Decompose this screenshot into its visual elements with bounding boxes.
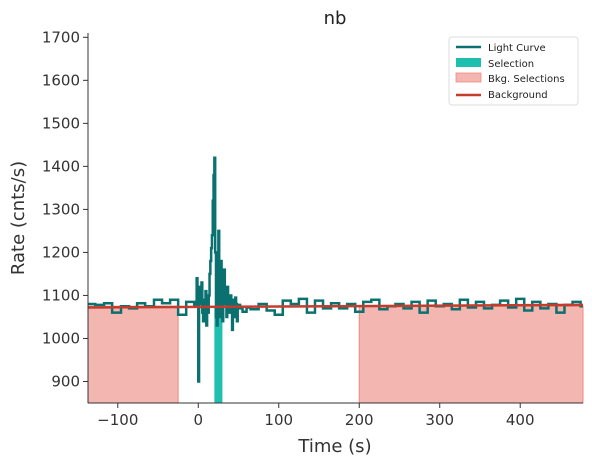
y-tick-label: 1400 [42,157,80,175]
selection-layer [214,306,223,403]
selection-region [214,306,223,403]
y-tick-label: 1700 [42,28,80,46]
y-axis-label: Rate (cnts/s) [8,161,29,275]
legend-selection-swatch [456,58,481,67]
y-tick-label: 1600 [42,71,80,89]
y-tick-label: 1300 [42,200,80,218]
legend-frame [448,36,579,106]
x-tick-label: 0 [193,411,203,429]
legend-background-label: Background [488,90,548,101]
background-line [87,303,584,309]
legend-bkg-selections-label: Bkg. Selections [488,74,565,85]
series-layer [87,156,584,383]
x-tick-label: 200 [345,411,374,429]
x-tick-label: 100 [264,411,293,429]
y-tick-label: 1100 [42,286,80,304]
legend-bkg-selections-swatch [455,72,482,83]
y-tick-label: 1200 [42,243,80,261]
y-tick-label: 1500 [42,114,80,132]
legend-selection-label: Selection [488,59,534,70]
y-tick-label: 900 [51,372,80,390]
y-tick-label: 1000 [42,329,80,347]
x-axis-label: Time (s) [297,436,371,457]
legend: Light Curve Selection Bkg. Selections Ba… [448,36,579,106]
x-tick-label: 400 [506,411,535,429]
bkg-selection-region [358,305,584,404]
y-ticks: 900 1000 1100 1200 1300 1400 1500 1600 1700 [42,28,88,390]
legend-light-curve-label: Light Curve [488,43,546,54]
x-ticks: −100 0 100 200 300 400 [97,403,535,429]
bkg-selection-region [87,305,179,404]
chart-title: nb [324,8,347,29]
x-tick-label: 300 [425,411,454,429]
x-tick-label: −100 [97,411,138,429]
bkg-selections-layer [87,305,584,404]
